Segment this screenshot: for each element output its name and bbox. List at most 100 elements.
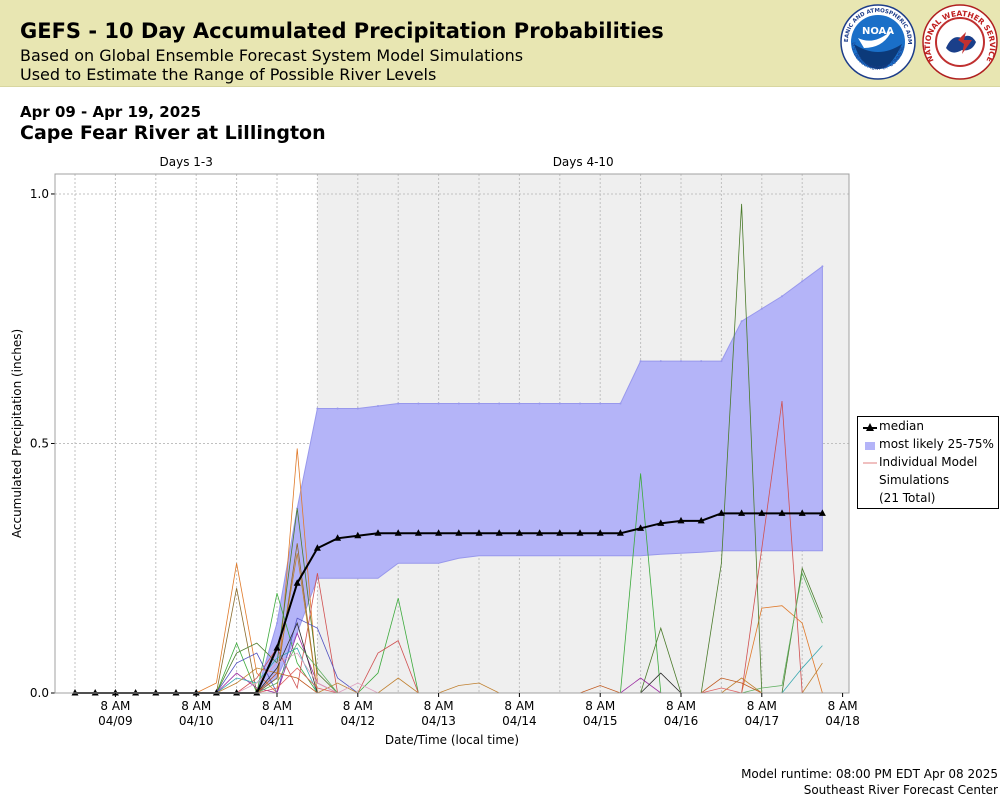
legend-band-symbol (865, 442, 875, 450)
forecast-center: Southeast River Forecast Center (803, 783, 998, 797)
median-point (677, 516, 685, 524)
x-tick-time: 8 AM (828, 699, 858, 713)
plot-border (54, 173, 850, 694)
median-point (758, 509, 766, 516)
median-point (334, 534, 342, 541)
x-axis-label: Date/Time (local time) (385, 733, 519, 747)
band-upper-point (498, 402, 501, 405)
median-point (212, 689, 220, 696)
median-point (172, 689, 180, 696)
station-name: Cape Fear River at Lillington (20, 122, 326, 144)
median-point (71, 689, 79, 696)
median-point (536, 529, 544, 536)
x-tick-date: 04/14 (502, 714, 537, 728)
forecast-period: Apr 09 - Apr 19, 2025 (20, 103, 202, 121)
median-point (233, 689, 241, 696)
band-upper-point (276, 622, 278, 625)
band-upper-point (760, 307, 763, 310)
legend-band-label: most likely 25-75% (879, 437, 994, 451)
median-point (152, 689, 160, 696)
median-point (818, 509, 826, 516)
median-point (253, 689, 261, 696)
median-point (475, 529, 483, 536)
x-tick-time: 8 AM (262, 699, 292, 713)
band-upper-point (720, 360, 723, 363)
median-point (132, 689, 140, 696)
region-label: Days 4-10 (553, 155, 614, 169)
median-point (697, 516, 705, 524)
median-point (778, 509, 786, 516)
median-point (798, 509, 806, 516)
median-point (515, 529, 523, 536)
median-point (455, 529, 463, 536)
band-upper-point (599, 402, 602, 405)
legend-median-label: median (879, 419, 924, 433)
nws-logo: NATIONAL WEATHER SERVICE (922, 4, 998, 80)
chart-legend: median most likely 25-75% Individual Mod… (857, 416, 999, 509)
band-upper-point (740, 320, 743, 323)
band-upper-point (417, 402, 420, 405)
band-upper-point (356, 407, 359, 410)
x-tick-date: 04/12 (341, 714, 376, 728)
noaa-logo-text: NOAA (862, 26, 894, 37)
page-subtitle-2: Used to Estimate the Range of Possible R… (20, 65, 437, 84)
header-banner: GEFS - 10 Day Accumulated Precipitation … (0, 0, 1000, 87)
x-tick-time: 8 AM (181, 699, 211, 713)
band-upper-point (538, 402, 541, 405)
x-tick-date: 04/10 (179, 714, 214, 728)
median-point (596, 529, 604, 536)
y-tick-label: 0.0 (30, 686, 49, 700)
band-upper-point (781, 295, 783, 298)
x-tick-date: 04/17 (745, 714, 780, 728)
band-upper-point (397, 402, 400, 405)
x-tick-time: 8 AM (504, 699, 534, 713)
median-point (354, 531, 362, 539)
y-tick-label: 1.0 (30, 187, 49, 201)
median-point (374, 529, 382, 536)
median-point (192, 689, 200, 696)
x-tick-date: 04/18 (825, 714, 860, 728)
median-point (313, 544, 321, 551)
median-point (556, 529, 564, 536)
median-point (91, 689, 99, 696)
band-25-75 (75, 265, 823, 694)
legend-individual-count: (21 Total) (879, 491, 936, 505)
median-point (111, 689, 119, 696)
band-upper-point (558, 402, 561, 405)
median-point (717, 509, 725, 516)
band-upper-point (700, 360, 703, 363)
band-upper-point (821, 265, 824, 268)
y-tick-label: 0.5 (30, 436, 49, 450)
x-tick-time: 8 AM (343, 699, 373, 713)
region-label: Days 1-3 (160, 155, 213, 169)
band-upper-point (316, 407, 319, 410)
page-title: GEFS - 10 Day Accumulated Precipitation … (20, 19, 664, 43)
band-upper-point (801, 280, 804, 283)
band-upper-point (478, 402, 480, 405)
band-upper-point (659, 360, 662, 363)
legend-individual-label-2: Simulations (879, 473, 950, 487)
x-tick-time: 8 AM (666, 699, 696, 713)
band-upper-point (639, 360, 642, 363)
model-runtime: Model runtime: 08:00 PM EDT Apr 08 2025 (741, 767, 998, 781)
band-upper-point (579, 402, 581, 405)
band-upper-point (457, 402, 460, 405)
median-point (616, 529, 624, 536)
legend-individual-label: Individual Model (879, 455, 978, 469)
median-point (394, 529, 402, 536)
x-tick-date: 04/09 (98, 714, 133, 728)
median-point (657, 519, 665, 526)
median-point (576, 529, 584, 536)
median-point (738, 509, 746, 516)
band-upper-point (377, 405, 379, 408)
median-point (495, 529, 503, 536)
x-tick-date: 04/13 (421, 714, 456, 728)
x-tick-date: 04/15 (583, 714, 618, 728)
band-upper-point (619, 402, 622, 405)
median-point (435, 529, 443, 536)
noaa-logo: NOAA NATIONAL OCEANIC AND ATMOSPHERIC AD… (840, 4, 916, 80)
median-point (293, 579, 301, 586)
x-tick-time: 8 AM (747, 699, 777, 713)
band-upper-point (518, 402, 521, 405)
